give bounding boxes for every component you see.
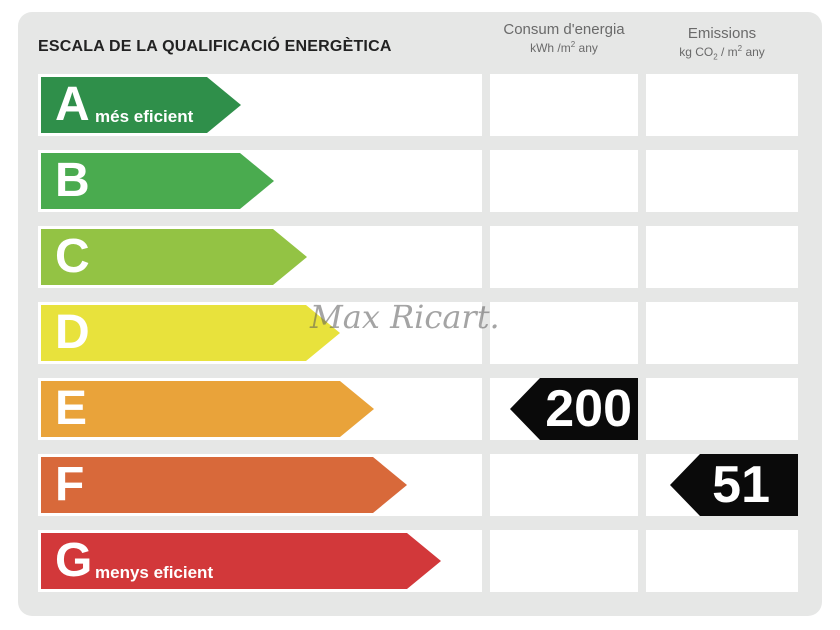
consumption-cell: [490, 302, 638, 364]
scale-cell: C: [38, 226, 482, 288]
emissions-cell: [646, 378, 798, 440]
rating-letter: A: [55, 78, 90, 131]
scale-cell: D: [38, 302, 482, 364]
rating-arrow-f: F: [41, 457, 407, 513]
rating-arrow-e: E: [41, 381, 374, 437]
consumption-unit: kWh /m2 any: [530, 39, 598, 55]
rating-letter: G: [55, 534, 93, 587]
scale-cell: B: [38, 150, 482, 212]
emissions-cell: [646, 530, 798, 592]
rating-row-b: B: [38, 150, 798, 212]
scale-cell: E: [38, 378, 482, 440]
rating-letter: B: [55, 154, 90, 207]
page-title: ESCALA DE LA QUALIFICACIÓ ENERGÈTICA: [38, 38, 392, 55]
consumption-cell: [490, 150, 638, 212]
consumption-column-header: Consum d'energia kWh /m2 any: [490, 20, 638, 56]
rating-description: menys eficient: [95, 563, 214, 582]
emissions-unit: kg CO2 / m2 any: [679, 43, 765, 61]
consumption-cell: [490, 530, 638, 592]
consumption-cell: 200: [490, 378, 638, 440]
emissions-cell: [646, 226, 798, 288]
consumption-label: Consum d'energia: [503, 21, 625, 38]
rating-description: més eficient: [95, 107, 194, 126]
rating-letter: F: [55, 458, 85, 511]
consumption-value-badge: 200: [510, 378, 638, 440]
rating-row-c: C: [38, 226, 798, 288]
emissions-cell: [646, 74, 798, 136]
rating-letter: C: [55, 230, 90, 283]
rating-arrow-d: D: [41, 305, 340, 361]
rating-arrow-c: C: [41, 229, 307, 285]
rating-letter: E: [55, 382, 88, 435]
consumption-cell: [490, 226, 638, 288]
consumption-cell: [490, 454, 638, 516]
watermark: Max Ricart.: [310, 298, 500, 336]
emissions-column-header: Emissions kg CO2 / m2 any: [646, 24, 798, 62]
emissions-label: Emissions: [687, 25, 757, 42]
rating-letter: D: [55, 306, 90, 359]
scale-cell: F: [38, 454, 482, 516]
rating-arrow-b: B: [41, 153, 274, 209]
rating-row-f: F 51: [38, 454, 798, 516]
rating-row-e: E 200: [38, 378, 798, 440]
emissions-value-badge: 51: [670, 454, 798, 516]
emissions-cell: [646, 302, 798, 364]
consumption-cell: [490, 74, 638, 136]
emissions-cell: [646, 150, 798, 212]
rating-row-d: D: [38, 302, 798, 364]
emissions-cell: 51: [646, 454, 798, 516]
